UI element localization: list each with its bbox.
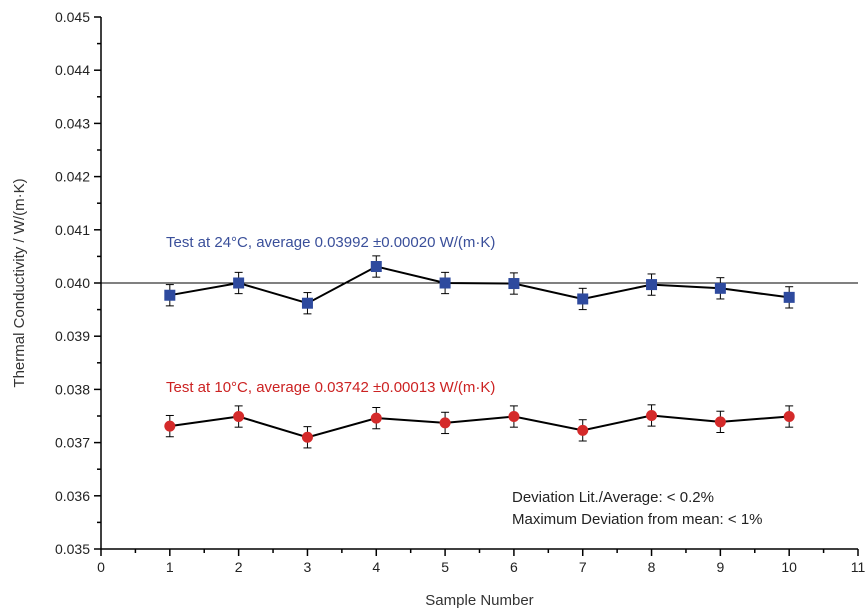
- data-point: [301, 297, 313, 309]
- data-point: [233, 277, 245, 289]
- x-tick-label: 5: [441, 559, 449, 575]
- deviation-note: Deviation Lit./Average: < 0.2%: [512, 489, 714, 506]
- y-tick-label: 0.039: [55, 328, 90, 344]
- data-point: [164, 289, 176, 301]
- series-1: [164, 404, 795, 449]
- labels-group: Sample Number Thermal Conductivity / W/(…: [11, 178, 763, 609]
- x-tick-label: 9: [716, 559, 724, 575]
- series-24c-label: Test at 24°C, average 0.03992 ±0.00020 W…: [166, 234, 495, 251]
- x-axis-title: Sample Number: [425, 592, 533, 609]
- x-tick-label: 8: [648, 559, 656, 575]
- series-line: [169, 265, 790, 305]
- max-deviation-note: Maximum Deviation from mean: < 1%: [512, 511, 763, 528]
- data-point: [164, 420, 176, 432]
- y-tick-label: 0.038: [55, 381, 90, 397]
- data-point: [714, 416, 726, 428]
- data-point: [783, 291, 795, 303]
- x-tick-label: 0: [97, 559, 105, 575]
- data-point: [577, 424, 589, 436]
- data-point: [233, 411, 245, 423]
- y-tick-label: 0.043: [55, 115, 90, 131]
- x-tick-label: 7: [579, 559, 587, 575]
- data-point: [439, 277, 451, 289]
- series-0: [164, 255, 795, 315]
- data-point: [714, 282, 726, 294]
- data-point: [370, 261, 382, 273]
- y-tick-label: 0.040: [55, 275, 90, 291]
- series-group: [164, 255, 795, 449]
- y-tick-label: 0.035: [55, 541, 90, 557]
- y-axis-title: Thermal Conductivity / W/(m·K): [11, 178, 28, 387]
- data-point: [577, 293, 589, 305]
- data-point: [646, 409, 658, 421]
- data-point: [783, 411, 795, 423]
- x-tick-label: 11: [851, 559, 866, 575]
- x-tick-label: 4: [372, 559, 380, 575]
- x-tick-label: 3: [304, 559, 312, 575]
- x-tick-label: 2: [235, 559, 243, 575]
- y-tick-label: 0.044: [55, 62, 90, 78]
- y-tick-label: 0.036: [55, 488, 90, 504]
- y-tick-label: 0.042: [55, 169, 90, 185]
- y-tick-label: 0.037: [55, 435, 90, 451]
- data-point: [508, 411, 520, 423]
- data-point: [439, 417, 451, 429]
- data-point: [370, 412, 382, 424]
- ticks: 0.035 0.036 0.037 0.038 0.039 0.040 0.041 0.042…: [55, 9, 866, 575]
- data-point: [301, 431, 313, 443]
- data-point: [508, 278, 520, 290]
- data-point: [646, 279, 658, 291]
- x-tick-label: 1: [166, 559, 174, 575]
- series-10c-label: Test at 10°C, average 0.03742 ±0.00013 W…: [166, 379, 495, 396]
- x-tick-label: 10: [781, 559, 797, 575]
- series-line: [169, 414, 790, 439]
- y-tick-label: 0.045: [55, 9, 90, 25]
- x-tick-label: 6: [510, 559, 518, 575]
- y-tick-label: 0.041: [55, 222, 90, 238]
